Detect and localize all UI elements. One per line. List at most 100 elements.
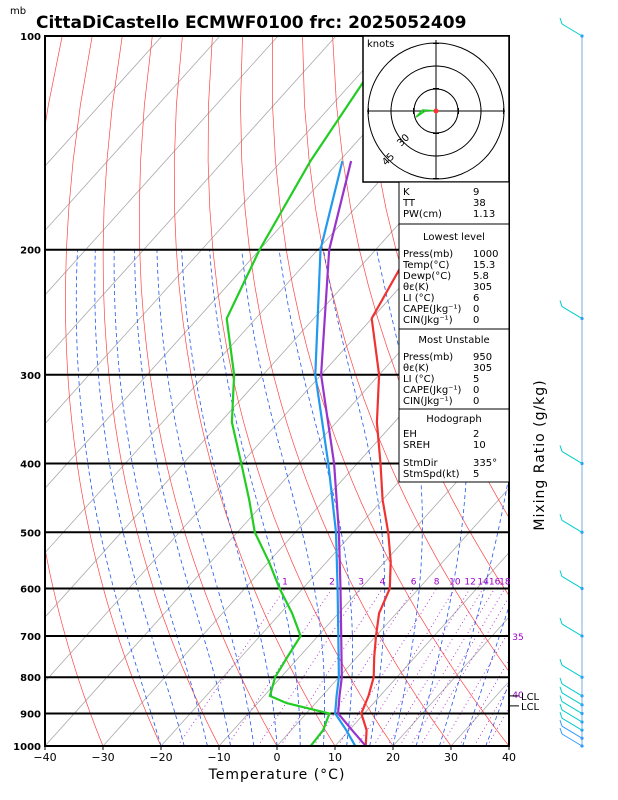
wind-barb [559, 445, 583, 464]
y-tick-label: 800 [20, 673, 41, 684]
hodo-1-value: 10 [473, 440, 486, 451]
unstable-0-value: 950 [473, 352, 492, 363]
x-axis-label: Temperature (°C) [208, 767, 346, 783]
wind-barb [559, 703, 583, 723]
wind-barb [559, 720, 583, 739]
y-tick-label: 700 [20, 632, 41, 643]
mixing-ratio-label: 10 [449, 577, 461, 587]
y-tick-label: 1000 [13, 742, 41, 753]
unstable-3-value: 0 [473, 385, 479, 396]
lowest-5-value: 0 [473, 304, 479, 315]
dewpoint-profile [225, 36, 395, 746]
mixing-ratio-line [373, 588, 471, 746]
y-axis-right-label: Mixing Ratio (g/kg) [532, 379, 548, 530]
mixing-ratio-line [420, 596, 509, 746]
mixing-ratio-label: 6 [411, 577, 417, 587]
mixing-ratio-line [356, 588, 456, 746]
lowest-0-value: 1000 [473, 249, 498, 260]
x-tick-label: 40 [502, 751, 516, 764]
moist-adiabat [323, 249, 386, 746]
mixing-ratio-label: 1 [282, 577, 288, 587]
wind-barb [559, 677, 583, 697]
stat-tt-value: 38 [473, 198, 486, 209]
y-tick-label: 600 [20, 584, 41, 595]
mixing-ratio-line [257, 588, 362, 746]
hodo-0-value: 2 [473, 429, 479, 440]
lowest-level-header: Lowest level [423, 232, 485, 243]
x-tick-label: 30 [444, 751, 458, 764]
wind-barb [559, 514, 583, 533]
hodograph-title: knots [367, 39, 394, 50]
hodo-0-label: EH [403, 429, 417, 440]
unstable-2-value: 5 [473, 374, 479, 385]
mixing-ratio-label: 4 [380, 577, 386, 587]
unstable-1-value: 305 [473, 363, 492, 374]
mixing-ratio-label: 8 [434, 577, 440, 587]
unstable-2-label: LI (°C) [403, 374, 435, 385]
mixing-ratio-label: 35 [512, 633, 523, 643]
dry-adiabat [603, 36, 618, 746]
wind-barb [559, 686, 583, 706]
wind-barb [559, 617, 583, 637]
moist-adiabat [209, 249, 301, 746]
dry-adiabat [65, 36, 162, 746]
mixing-ratio-label: 16 [489, 577, 501, 587]
mixing-ratio-line [337, 588, 437, 746]
isotherm-line [218, 423, 509, 746]
mixing-ratio-line [473, 684, 509, 746]
virtual-parcel-profile [314, 160, 357, 746]
moist-adiabat [241, 249, 325, 746]
isotherm-line [334, 552, 509, 746]
dry-adiabat [573, 36, 618, 746]
hodo-2-value: 335° [473, 458, 497, 469]
dry-adiabat [543, 36, 618, 746]
stat-pwcm-value: 1.13 [473, 209, 495, 220]
mixing-ratio-line [280, 588, 383, 746]
unstable-3-label: CAPE(Jkg⁻¹) [403, 385, 461, 396]
mixing-ratio-label: 14 [477, 577, 489, 587]
lowest-3-value: 305 [473, 282, 492, 293]
wind-barb [559, 695, 583, 714]
most-unstable-header: Most Unstable [418, 335, 489, 346]
lcl-label-parcel: LCL [521, 692, 540, 703]
isotherm-line [508, 745, 509, 746]
x-tick-label: 20 [386, 751, 400, 764]
isotherm-line [45, 229, 509, 746]
x-tick-label: 0 [274, 751, 281, 764]
storm-motion-marker [433, 108, 439, 114]
mixing-ratio-label: 2 [329, 577, 335, 587]
dry-adiabat [332, 36, 509, 597]
moist-adiabat [376, 249, 423, 746]
y-tick-label: 900 [20, 710, 41, 721]
hodo-1-label: SREH [403, 440, 430, 451]
wind-barb [559, 727, 583, 747]
mixing-ratio-label: 3 [358, 577, 364, 587]
moist-adiabat [94, 249, 185, 746]
dry-adiabat [513, 36, 618, 746]
mixing-ratio-line [387, 588, 484, 746]
dry-adiabat [45, 36, 104, 746]
wind-barb [559, 17, 583, 37]
lowest-1-label: Temp(°C) [402, 260, 450, 271]
dry-adiabat [173, 36, 336, 746]
wind-barb [559, 712, 583, 731]
stats-lowest-panel [398, 223, 510, 330]
lowest-3-label: θε(K) [403, 282, 429, 293]
parcel-profile [319, 160, 367, 746]
lcl-label-surface: LCL [521, 702, 540, 713]
moist-adiabat [113, 249, 208, 746]
hodo-3-value: 5 [473, 469, 479, 480]
stat-tt-label: TT [402, 198, 416, 209]
dry-adiabat [138, 36, 278, 746]
pressure-unit-label: mb [10, 6, 26, 17]
hodo-2-label: StmDir [403, 458, 438, 469]
chart-title: CittaDiCastello ECMWF0100 frc: 202505240… [36, 13, 466, 33]
hodo-3-label: StmSpd(kt) [403, 469, 460, 480]
x-tick-label: −30 [91, 751, 114, 764]
lowest-1-value: 15.3 [473, 260, 495, 271]
stats-hodo-panel [398, 408, 510, 483]
isotherm-line [45, 36, 337, 360]
x-tick-label: −10 [207, 751, 230, 764]
lowest-2-label: Dewp(°C) [403, 271, 451, 282]
lowest-4-label: LI (°C) [403, 293, 435, 304]
